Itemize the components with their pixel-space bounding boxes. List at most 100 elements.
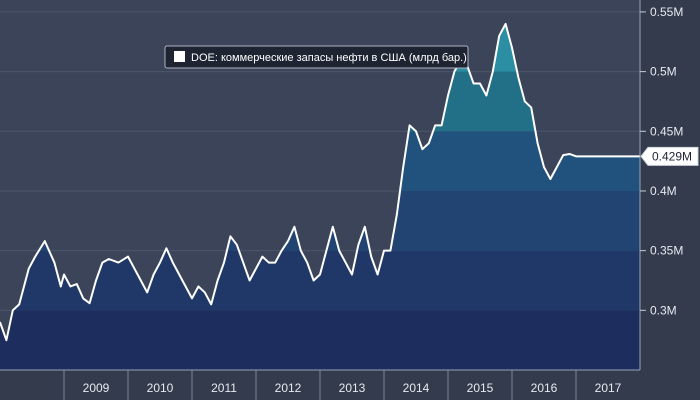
data-point-5 <box>34 256 36 258</box>
data-point-19 <box>133 267 135 270</box>
data-point-80 <box>524 100 526 103</box>
data-point-46 <box>306 261 308 264</box>
data-point-52 <box>345 261 347 264</box>
data-point-53 <box>351 273 353 276</box>
data-point-55 <box>364 226 366 228</box>
data-point-28 <box>191 297 193 299</box>
data-point-73 <box>479 82 481 85</box>
data-point-77 <box>505 23 507 25</box>
legend-box <box>164 45 469 69</box>
data-point-79 <box>517 76 520 79</box>
legend-swatch <box>174 51 185 62</box>
data-point-91 <box>594 155 596 157</box>
data-point-63 <box>415 130 417 132</box>
data-point-65 <box>428 142 430 144</box>
data-point-59 <box>389 250 391 252</box>
data-point-64 <box>421 148 423 150</box>
data-point-30 <box>204 291 206 294</box>
data-point-36 <box>242 261 244 264</box>
data-point-95 <box>620 155 622 157</box>
x-axis-panel <box>0 370 700 400</box>
data-point-24 <box>165 247 167 249</box>
data-point-9 <box>63 273 65 276</box>
data-point-4 <box>28 267 30 270</box>
data-point-1 <box>5 339 7 341</box>
data-point-2 <box>12 309 14 311</box>
data-point-49 <box>325 250 327 252</box>
data-point-75 <box>492 71 494 73</box>
data-point-45 <box>300 250 302 252</box>
data-point-21 <box>146 291 148 294</box>
data-point-10 <box>69 285 71 288</box>
data-point-93 <box>607 155 609 157</box>
data-point-60 <box>396 214 398 216</box>
data-point-89 <box>581 155 584 157</box>
data-point-14 <box>95 279 97 282</box>
data-point-83 <box>543 166 545 168</box>
data-point-68 <box>447 94 449 97</box>
x-tick-label-0: 2009 <box>83 381 110 395</box>
y-tick-label-2: 0.4M <box>650 184 677 198</box>
y-tick-label-5: 0.55M <box>650 5 683 19</box>
data-point-57 <box>377 273 379 276</box>
data-point-13 <box>89 302 91 304</box>
y-axis: 0.3M 0.35M 0.4M 0.45M 0.5M 0.55M <box>640 5 683 317</box>
data-point-69 <box>453 71 455 73</box>
data-point-42 <box>281 250 283 252</box>
area-band-0 <box>0 310 640 370</box>
data-point-92 <box>601 155 603 157</box>
x-axis: 2009 2010 2011 2012 2013 2014 2015 2016 2017 <box>63 370 622 400</box>
y-tick-label-3: 0.45M <box>650 124 683 138</box>
data-point-3 <box>18 303 20 305</box>
data-point-88 <box>575 155 577 157</box>
last-value-label: 0.429M <box>652 149 692 163</box>
data-point-58 <box>383 250 385 252</box>
data-point-43 <box>287 240 289 242</box>
data-point-12 <box>82 297 84 299</box>
data-point-7 <box>53 261 56 264</box>
data-point-20 <box>140 279 142 282</box>
data-point-34 <box>229 235 231 237</box>
series-layer <box>0 22 641 342</box>
y-tick-label-1: 0.35M <box>650 244 683 258</box>
data-point-94 <box>613 155 616 157</box>
data-point-90 <box>588 155 590 157</box>
data-point-66 <box>434 124 436 126</box>
legend-label: DOE: коммерческие запасы нефти в США (мл… <box>191 52 467 64</box>
data-point-62 <box>409 124 411 126</box>
data-point-51 <box>338 250 340 252</box>
data-point-37 <box>249 279 251 282</box>
data-point-97 <box>633 155 635 157</box>
legend: DOE: коммерческие запасы нефти в США (мл… <box>164 45 469 69</box>
data-point-85 <box>556 166 558 168</box>
data-point-47 <box>313 279 315 282</box>
data-point-96 <box>626 155 628 157</box>
x-tick-label-1: 2010 <box>147 381 174 395</box>
x-tick-label-5: 2014 <box>403 381 430 395</box>
data-point-84 <box>549 178 552 180</box>
data-point-18 <box>127 256 129 258</box>
data-point-27 <box>188 291 190 294</box>
data-point-6 <box>44 240 46 242</box>
data-point-72 <box>473 82 475 85</box>
y-tick-label-0: 0.3M <box>650 303 677 317</box>
data-point-23 <box>159 261 161 264</box>
data-point-74 <box>485 94 487 97</box>
y-tick-label-4: 0.5M <box>650 65 677 79</box>
data-point-15 <box>101 261 103 264</box>
data-point-33 <box>223 261 225 264</box>
data-point-81 <box>530 106 532 109</box>
data-point-8 <box>60 285 62 288</box>
data-point-31 <box>210 303 212 305</box>
data-point-35 <box>236 244 238 246</box>
x-tick-label-3: 2012 <box>275 381 302 395</box>
data-point-56 <box>370 256 372 258</box>
x-tick-label-2: 2011 <box>211 381 237 395</box>
data-point-38 <box>255 267 257 270</box>
data-point-29 <box>197 285 199 288</box>
data-point-16 <box>108 258 110 260</box>
data-point-41 <box>274 261 276 264</box>
data-point-11 <box>76 283 78 285</box>
